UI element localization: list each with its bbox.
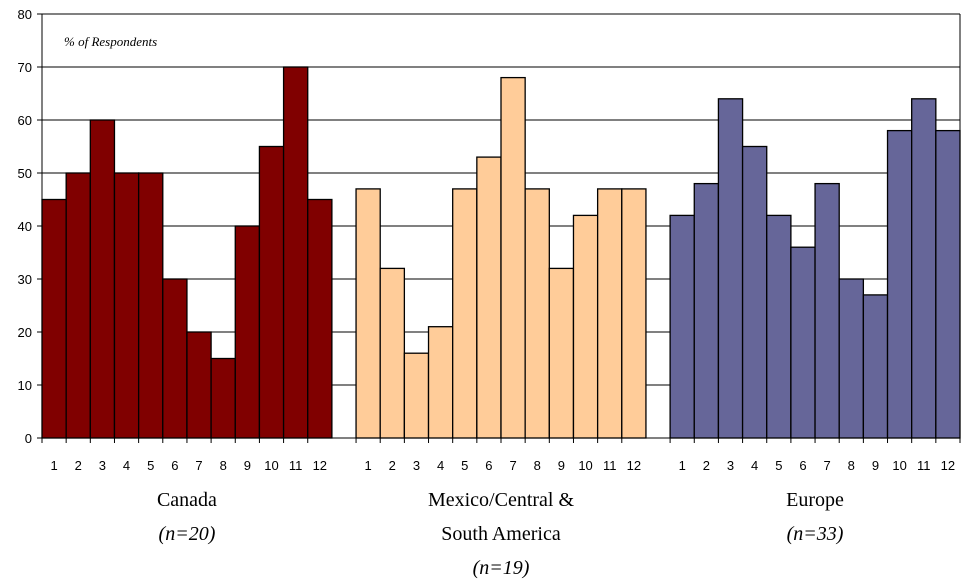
x-tick-label: 5 — [461, 458, 468, 473]
x-tick-label: 10 — [892, 458, 906, 473]
bar — [790, 246, 816, 439]
bar — [113, 172, 140, 439]
bar — [548, 267, 575, 439]
bar — [741, 145, 768, 439]
x-tick-label: 3 — [99, 458, 106, 473]
bar — [234, 225, 261, 439]
x-tick-label: 8 — [848, 458, 855, 473]
group-label: Mexico/Central & — [428, 489, 575, 511]
group-label: South America — [441, 523, 561, 545]
x-tick-label: 5 — [775, 458, 782, 473]
bar — [838, 278, 865, 439]
bar — [89, 119, 116, 439]
bar-series — [355, 76, 647, 439]
x-tick-label: 2 — [703, 458, 710, 473]
x-tick-label: 2 — [75, 458, 82, 473]
x-tick-label: 2 — [389, 458, 396, 473]
y-tick-label: 80 — [18, 7, 32, 22]
y-tick-label: 10 — [18, 378, 32, 393]
x-tick-label: 12 — [941, 458, 955, 473]
x-tick-label: 1 — [679, 458, 686, 473]
x-tick-label: 4 — [437, 458, 444, 473]
bar — [476, 156, 502, 439]
group-labels: Canada (n=20) Mexico/Central & South Americ… — [157, 489, 844, 579]
x-tick-labels: 1 2 3 4 5 6 7 8 9 10 11 12 1 2 3 4 5 6 7 8 9 10 11 12 1 2 3 4 5 6 7 8 9 1… — [41, 438, 961, 473]
bar — [258, 145, 285, 439]
x-tick-label: 11 — [603, 458, 617, 473]
bar — [886, 129, 913, 439]
bar — [65, 172, 91, 439]
bar — [403, 352, 430, 439]
x-tick-label: 4 — [123, 458, 130, 473]
bar — [500, 76, 526, 439]
x-tick-label: 11 — [289, 458, 303, 473]
bar — [693, 182, 720, 439]
y-tick-label: 50 — [18, 166, 32, 181]
bar — [282, 66, 309, 439]
x-tick-label: 7 — [509, 458, 516, 473]
bar — [307, 198, 333, 439]
bar — [862, 294, 889, 439]
y-tick-label: 40 — [18, 219, 32, 234]
x-tick-label: 9 — [872, 458, 879, 473]
bar — [427, 326, 454, 439]
y-tick-label: 60 — [18, 113, 32, 128]
x-tick-label: 7 — [195, 458, 202, 473]
x-tick-label: 4 — [751, 458, 758, 473]
group-sample-size: (n=33) — [787, 523, 844, 545]
bar — [935, 129, 961, 439]
bar-groups — [41, 66, 961, 439]
group-sample-size: (n=19) — [473, 557, 530, 579]
x-tick-label: 5 — [147, 458, 154, 473]
x-tick-label: 3 — [413, 458, 420, 473]
bar — [452, 188, 478, 439]
y-tick-label: 20 — [18, 325, 32, 340]
x-tick-label: 11 — [917, 458, 931, 473]
y-tick-labels: 0 10 20 30 40 50 60 70 80 — [18, 7, 42, 446]
group-label: Europe — [786, 489, 844, 511]
bar — [379, 267, 406, 439]
bar — [814, 182, 840, 439]
x-tick-label: 12 — [627, 458, 641, 473]
x-tick-label: 6 — [485, 458, 492, 473]
bar — [621, 188, 647, 439]
x-tick-label: 9 — [244, 458, 251, 473]
x-tick-label: 10 — [578, 458, 592, 473]
bar — [669, 214, 695, 439]
bar — [717, 98, 744, 439]
x-tick-label: 1 — [365, 458, 372, 473]
bar — [41, 198, 67, 439]
bar — [210, 357, 236, 439]
x-tick-label: 10 — [264, 458, 278, 473]
bar — [596, 188, 623, 439]
bar — [137, 172, 164, 439]
x-tick-label: 8 — [220, 458, 227, 473]
bar — [572, 214, 599, 439]
x-tick-label: 1 — [50, 458, 57, 473]
bar — [355, 188, 381, 439]
x-tick-label: 6 — [171, 458, 178, 473]
y-tick-label: 0 — [25, 431, 32, 446]
x-tick-label: 3 — [727, 458, 734, 473]
y-tick-label: 70 — [18, 60, 32, 75]
group-label: Canada — [157, 489, 217, 511]
x-tick-label: 8 — [534, 458, 541, 473]
bar — [766, 214, 792, 439]
bar — [911, 98, 937, 439]
x-tick-label: 12 — [313, 458, 327, 473]
y-tick-label: 30 — [18, 272, 32, 287]
x-tick-label: 6 — [799, 458, 806, 473]
bar-series — [41, 66, 333, 439]
bar — [186, 331, 212, 439]
bar — [162, 278, 188, 439]
y-axis-label: % of Respondents — [64, 34, 157, 49]
group-sample-size: (n=20) — [159, 523, 216, 545]
x-tick-label: 7 — [824, 458, 831, 473]
bar — [524, 188, 550, 439]
x-tick-label: 9 — [558, 458, 565, 473]
